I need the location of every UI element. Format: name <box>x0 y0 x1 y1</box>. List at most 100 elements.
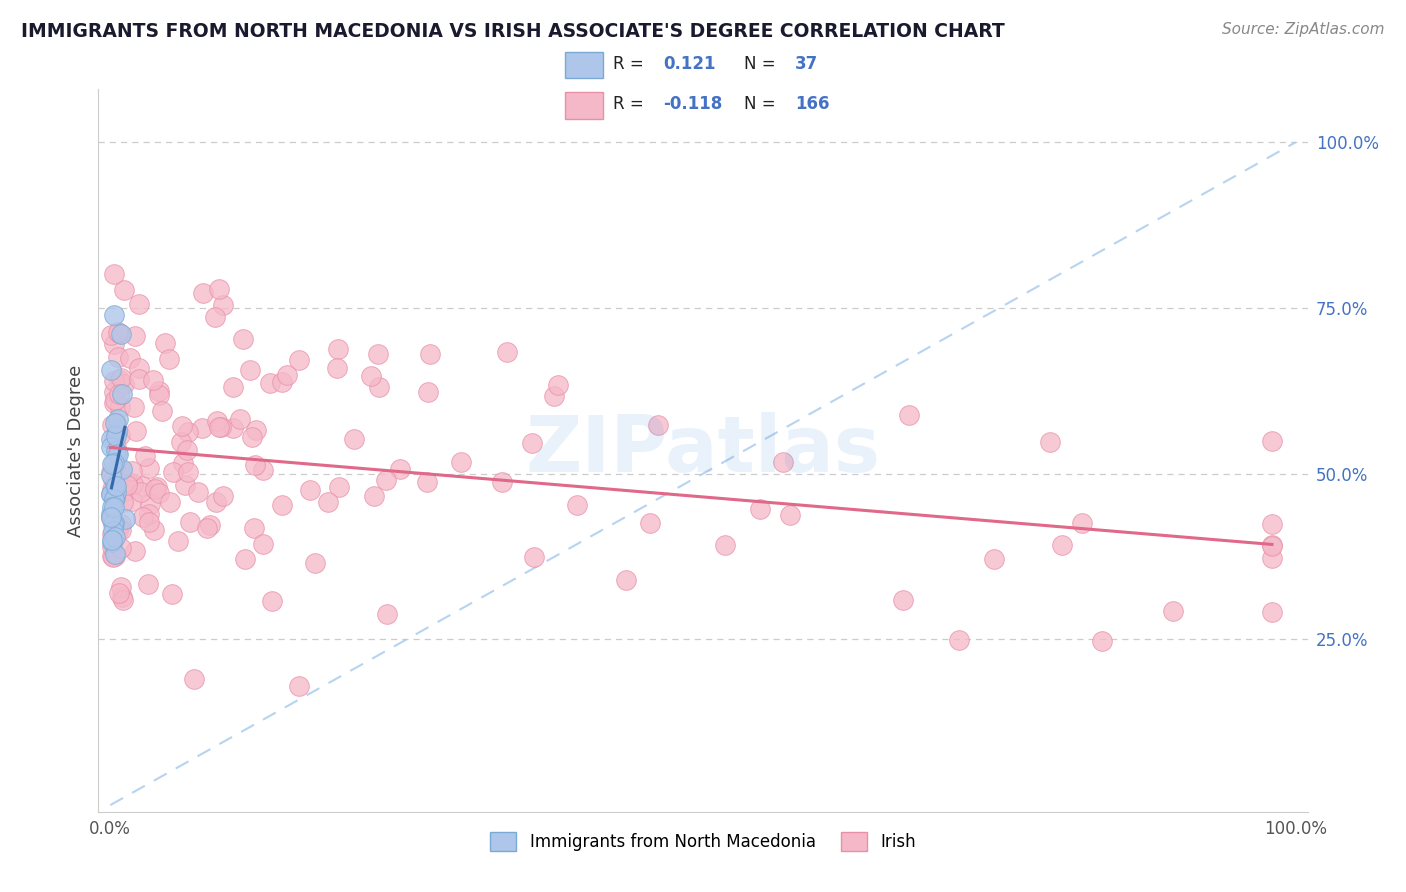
Point <box>105 440 128 454</box>
Point <box>647 417 669 432</box>
Point <box>103 487 125 501</box>
Point <box>153 336 176 351</box>
Point <box>162 465 184 479</box>
Point <box>772 454 794 468</box>
Point <box>143 482 166 496</box>
Point <box>1261 538 1284 552</box>
Point <box>367 347 389 361</box>
Point <box>104 484 127 499</box>
Point <box>100 467 122 482</box>
Point <box>103 384 125 399</box>
Point <box>101 550 124 565</box>
Point <box>100 440 122 454</box>
Point <box>112 484 135 499</box>
Point <box>491 475 513 489</box>
Point <box>419 347 441 361</box>
Point <box>233 552 256 566</box>
Point <box>108 400 131 414</box>
Point <box>1261 606 1284 620</box>
Point <box>160 587 183 601</box>
Point <box>304 556 326 570</box>
Point <box>198 518 221 533</box>
Point <box>148 384 170 398</box>
Point <box>232 332 254 346</box>
Point <box>239 363 262 377</box>
Point <box>107 325 129 339</box>
Point <box>101 517 124 532</box>
Text: 0.121: 0.121 <box>664 55 716 73</box>
Point <box>111 590 134 604</box>
Point <box>139 497 162 511</box>
Point <box>288 352 311 367</box>
Point <box>211 298 233 312</box>
Point <box>107 351 129 365</box>
Point <box>177 465 200 479</box>
Point <box>176 442 198 457</box>
Point <box>104 417 127 431</box>
Point <box>898 408 921 422</box>
Point <box>121 493 143 508</box>
Point <box>222 380 245 394</box>
Point <box>416 384 439 399</box>
Point <box>122 477 145 491</box>
Point <box>110 327 132 342</box>
Point <box>100 328 122 343</box>
Point <box>101 482 124 496</box>
Point <box>111 495 134 509</box>
Text: N =: N = <box>744 95 782 113</box>
Point <box>108 326 131 340</box>
Point <box>104 547 127 561</box>
Point <box>110 524 132 538</box>
Point <box>640 516 662 531</box>
Point <box>131 478 153 492</box>
Point <box>148 486 170 500</box>
Point <box>114 283 136 297</box>
Point <box>111 461 134 475</box>
Point <box>105 444 128 458</box>
Point <box>101 533 124 547</box>
Point <box>779 508 801 523</box>
Point <box>101 540 124 554</box>
Point <box>128 297 150 311</box>
Legend: Immigrants from North Macedonia, Irish: Immigrants from North Macedonia, Irish <box>484 825 922 857</box>
Point <box>146 480 169 494</box>
Point <box>166 534 188 549</box>
Point <box>191 420 214 434</box>
Point <box>245 423 267 437</box>
Point <box>191 286 214 301</box>
Point <box>298 483 321 498</box>
Point <box>614 573 637 587</box>
Point <box>243 458 266 472</box>
Text: R =: R = <box>613 95 648 113</box>
Point <box>115 477 138 491</box>
Point <box>983 552 1005 566</box>
Point <box>110 517 132 532</box>
Point <box>104 530 127 544</box>
Point <box>209 420 232 434</box>
Point <box>328 480 350 494</box>
Point <box>1261 551 1284 566</box>
Point <box>208 419 231 434</box>
Point <box>138 460 160 475</box>
Point <box>100 487 122 501</box>
Point <box>100 510 122 524</box>
Point <box>415 475 437 489</box>
Point <box>104 392 127 407</box>
Point <box>100 511 122 525</box>
Text: ZIPatlas: ZIPatlas <box>526 412 880 489</box>
Point <box>124 544 146 558</box>
Point <box>138 576 160 591</box>
Point <box>100 466 122 480</box>
Point <box>375 473 398 487</box>
Point <box>388 462 411 476</box>
Point <box>543 389 565 403</box>
Point <box>103 500 125 515</box>
Point <box>240 430 263 444</box>
Point <box>375 607 398 621</box>
Point <box>205 495 228 509</box>
Point <box>170 434 193 449</box>
Point <box>129 485 152 500</box>
Point <box>159 352 181 367</box>
Point <box>128 372 150 386</box>
Point <box>326 342 349 356</box>
